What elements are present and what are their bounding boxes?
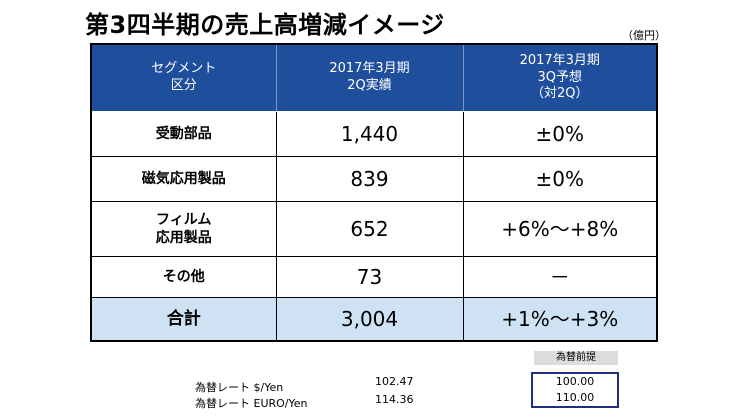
table-header-row: セグメント 区分 2017年3月期 2Q実績 2017年3月期 3Q予想 （対2… [90,43,658,112]
total-label: 合計 [90,297,277,342]
total-actual: 3,004 [275,297,464,342]
fx-usd-actual: 102.47 [375,375,414,388]
header-segment: セグメント 区分 [90,43,277,112]
segment-name-line2: 応用製品 [155,230,212,246]
header-segment-line1: セグメント [151,61,217,77]
table-row: フィルム 応用製品 652 +6%～+8% [90,201,658,257]
actual-value: 1,440 [275,111,464,157]
sales-table: セグメント 区分 2017年3月期 2Q実績 2017年3月期 3Q予想 （対2… [90,43,658,342]
total-row: 合計 3,004 +1%～+3% [90,297,658,342]
segment-name: 受動部品 [90,111,277,157]
actual-value: 839 [275,156,464,202]
fx-eur-premise: 110.00 [555,391,595,404]
header-forecast-line3: （対2Q） [530,86,589,102]
table-row: その他 73 － [90,256,658,298]
unit-label: （億円） [622,29,666,42]
forecast-value: +6%～+8% [462,201,658,257]
segment-name-line1: フィルム [156,211,212,228]
forecast-value: ±0% [462,156,658,202]
header-forecast: 2017年3月期 3Q予想 （対2Q） [462,43,658,112]
fx-premise-label: 為替前提 [534,351,618,365]
segment-name: その他 [90,256,277,298]
forecast-value: ±0% [462,111,658,157]
actual-value: 652 [275,201,464,257]
header-segment-line2: 区分 [170,78,197,93]
header-actual-line2: 2Q実績 [347,78,392,93]
forecast-value: － [462,256,658,298]
header-forecast-line1: 2017年3月期 [519,52,600,68]
total-forecast: +1%～+3% [462,297,658,342]
table-row: 受動部品 1,440 ±0% [90,111,658,157]
fx-premise-box: 100.00 110.00 [531,372,619,408]
fx-eur-actual: 114.36 [375,393,414,406]
segment-name: 磁気応用製品 [90,156,277,202]
fx-usd-premise: 100.00 [555,375,595,388]
header-forecast-line2: 3Q予想 [537,69,582,85]
header-actual: 2017年3月期 2Q実績 [275,43,464,112]
fx-usd-label: 為替レート $/Yen [195,381,284,394]
segment-name: フィルム 応用製品 [90,201,277,257]
fx-eur-label: 為替レート EURO/Yen [195,397,308,410]
header-actual-line1: 2017年3月期 [329,61,410,77]
actual-value: 73 [275,256,464,298]
table-row: 磁気応用製品 839 ±0% [90,156,658,202]
page-title: 第3四半期の売上高増減イメージ [85,11,445,39]
